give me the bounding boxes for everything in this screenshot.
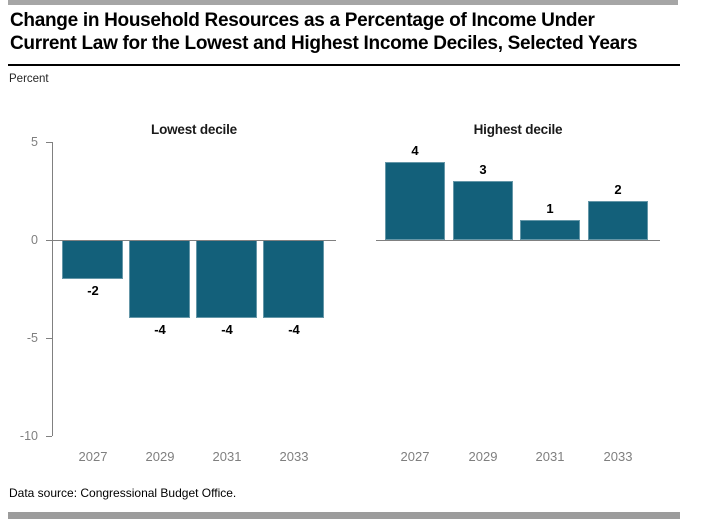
bar-value-label: -4	[288, 322, 300, 337]
y-axis-tick-label: 5	[31, 135, 38, 149]
zero-line	[52, 240, 336, 241]
x-tick-label-2033: 2033	[279, 449, 309, 464]
x-tick-label-2027: 2027	[78, 449, 108, 464]
bar-value-label: 1	[546, 201, 554, 216]
y-axis-tick	[46, 436, 52, 437]
x-tick-label-2033: 2033	[603, 449, 633, 464]
bar-highest-2029	[453, 181, 513, 240]
panel-title-lowest-decile: Lowest decile	[151, 122, 237, 137]
bar-lowest-2033	[263, 240, 324, 318]
x-tick-label-2031: 2031	[535, 449, 565, 464]
bar-value-label: 4	[411, 143, 419, 158]
y-axis-line	[52, 142, 53, 436]
bar-lowest-2029	[129, 240, 190, 318]
bar-value-label: -2	[87, 283, 99, 298]
x-tick-label-2029: 2029	[468, 449, 498, 464]
figure-title-line1: Change in Household Resources as a Perce…	[10, 10, 595, 31]
bar-value-label: 3	[479, 162, 487, 177]
y-axis-tick-label: -5	[26, 331, 38, 345]
figure-title: Change in Household Resources as a Perce…	[10, 9, 682, 55]
y-axis-unit-label: Percent	[9, 73, 49, 85]
bar-lowest-2027	[62, 240, 123, 279]
bar-highest-2033	[588, 201, 648, 240]
title-rule	[8, 64, 680, 66]
panel-title-highest-decile: Highest decile	[473, 122, 563, 137]
bar-value-label: -4	[221, 322, 233, 337]
bar-value-label: -4	[154, 322, 166, 337]
baseline	[376, 240, 660, 241]
x-tick-label-2029: 2029	[145, 449, 175, 464]
bar-value-label: 2	[614, 182, 622, 197]
x-tick-label-2027: 2027	[400, 449, 430, 464]
y-axis-tick-label: 0	[31, 233, 38, 247]
x-tick-label-2031: 2031	[212, 449, 242, 464]
y-axis-tick	[46, 338, 52, 339]
y-axis-tick	[46, 142, 52, 143]
y-axis-tick	[46, 240, 52, 241]
bar-highest-2027	[385, 162, 445, 240]
bottom-rule	[8, 512, 680, 519]
y-axis-tick-label: -10	[19, 429, 38, 443]
bar-highest-2031	[520, 220, 580, 240]
bar-lowest-2031	[196, 240, 257, 318]
figure-title-line2: Current Law for the Lowest and Highest I…	[10, 33, 638, 54]
top-rule	[8, 0, 678, 5]
data-source-note: Data source: Congressional Budget Office…	[9, 486, 237, 500]
